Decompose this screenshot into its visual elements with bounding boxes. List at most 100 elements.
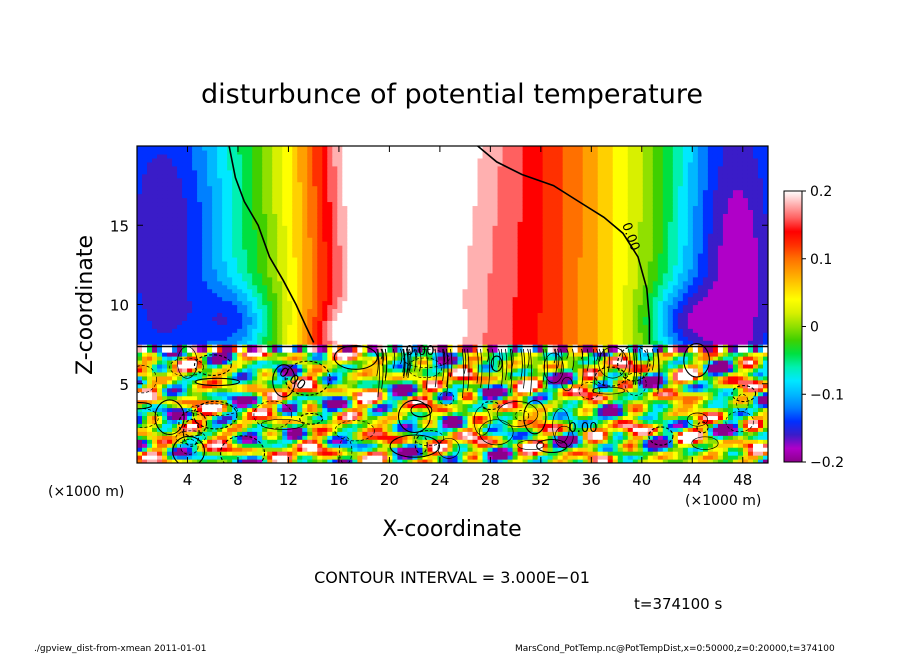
heatmap-cell: [282, 359, 288, 365]
heatmap-cell: [327, 165, 333, 171]
heatmap-cell: [157, 284, 163, 290]
heatmap-cell: [252, 455, 258, 460]
heatmap-cell: [437, 252, 444, 258]
heatmap-cell: [182, 379, 188, 385]
heatmap-cell: [417, 197, 424, 203]
heatmap-cell: [302, 229, 308, 234]
heatmap-cell: [137, 249, 143, 254]
heatmap-cell: [417, 225, 424, 230]
heatmap-cell: [142, 229, 148, 234]
heatmap-cell: [177, 411, 183, 417]
heatmap-cell: [332, 237, 338, 242]
heatmap-cell: [282, 415, 288, 421]
heatmap-cell: [172, 189, 178, 195]
heatmap-cell: [182, 383, 188, 389]
heatmap-cell: [257, 304, 263, 310]
heatmap-cell: [222, 149, 228, 155]
heatmap-cell: [227, 157, 233, 163]
heatmap-cell: [232, 395, 238, 401]
heatmap-cell: [227, 379, 233, 385]
heatmap-cell: [137, 348, 143, 353]
heatmap-cell: [262, 149, 268, 155]
heatmap-cell: [407, 213, 414, 218]
heatmap-cell: [392, 324, 399, 329]
heatmap-cell: [332, 312, 338, 317]
heatmap-cell: [152, 451, 158, 456]
heatmap-cell: [302, 447, 308, 452]
heatmap-cell: [222, 439, 228, 444]
heatmap-cell: [272, 161, 278, 167]
heatmap-cell: [427, 423, 434, 428]
heatmap-cell: [237, 241, 243, 246]
heatmap-cell: [262, 375, 268, 381]
heatmap-cell: [337, 431, 343, 436]
heatmap-cell: [362, 395, 368, 401]
heatmap-cell: [267, 157, 273, 163]
heatmap-cell: [157, 371, 163, 377]
heatmap-cell: [252, 324, 258, 329]
heatmap-cell: [417, 312, 424, 317]
heatmap-cell: [392, 447, 399, 452]
heatmap-cell: [137, 181, 143, 187]
heatmap-cell: [317, 304, 323, 310]
heatmap-cell: [187, 169, 193, 175]
heatmap-cell: [282, 221, 288, 226]
heatmap-cell: [357, 328, 363, 333]
heatmap-cell: [247, 260, 253, 266]
heatmap-cell: [352, 320, 358, 325]
heatmap-cell: [237, 356, 243, 361]
heatmap-field: [137, 146, 768, 463]
heatmap-cell: [357, 431, 363, 436]
heatmap-cell: [377, 439, 383, 444]
heatmap-cell: [407, 427, 414, 432]
heatmap-cell: [347, 193, 353, 199]
heatmap-cell: [352, 229, 358, 234]
heatmap-cell: [237, 352, 243, 357]
heatmap-cell: [252, 336, 258, 341]
heatmap-cell: [307, 173, 313, 179]
heatmap-cell: [182, 213, 188, 218]
heatmap-cell: [327, 205, 333, 210]
heatmap-cell: [272, 312, 278, 317]
heatmap-cell: [432, 459, 439, 463]
heatmap-cell: [357, 336, 363, 341]
heatmap-cell: [327, 272, 333, 278]
heatmap-cell: [157, 233, 163, 238]
heatmap-cell: [422, 427, 429, 432]
heatmap-cell: [432, 312, 439, 317]
heatmap-cell: [362, 383, 368, 389]
heatmap-cell: [382, 391, 388, 397]
heatmap-cell: [187, 308, 193, 314]
heatmap-cell: [392, 272, 399, 278]
heatmap-cell: [437, 268, 444, 274]
heatmap-cell: [292, 359, 298, 365]
heatmap-cell: [307, 367, 313, 373]
heatmap-cell: [272, 245, 278, 250]
heatmap-cell: [272, 237, 278, 242]
heatmap-cell: [297, 407, 303, 413]
heatmap-cell: [407, 280, 414, 286]
heatmap-cell: [162, 272, 168, 278]
heatmap-cell: [367, 252, 373, 258]
heatmap-cell: [412, 395, 419, 401]
heatmap-cell: [427, 292, 434, 298]
heatmap-cell: [182, 173, 188, 179]
heatmap-cell: [212, 304, 218, 310]
heatmap-cell: [232, 249, 238, 254]
heatmap-cell: [282, 407, 288, 413]
heatmap-cell: [157, 205, 163, 210]
heatmap-cell: [312, 225, 318, 230]
heatmap-cell: [222, 415, 228, 421]
heatmap-cell: [177, 209, 183, 214]
heatmap-cell: [147, 288, 153, 294]
heatmap-cell: [382, 292, 388, 298]
heatmap-cell: [372, 173, 378, 179]
heatmap-cell: [437, 423, 444, 428]
heatmap-cell: [227, 304, 233, 310]
heatmap-cell: [367, 229, 373, 234]
heatmap-cell: [307, 419, 313, 424]
heatmap-cell: [177, 399, 183, 405]
heatmap-cell: [147, 379, 153, 385]
heatmap-cell: [307, 356, 313, 361]
heatmap-cell: [267, 268, 273, 274]
